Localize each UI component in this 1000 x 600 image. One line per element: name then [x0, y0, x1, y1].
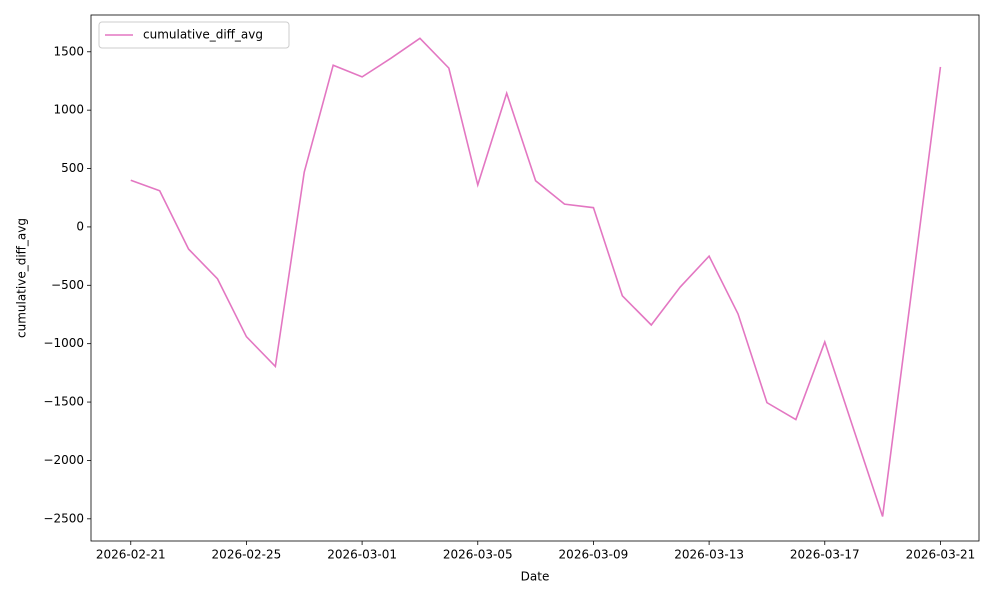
y-tick-label: −2500 — [43, 511, 84, 525]
y-tick-label: 1500 — [53, 44, 84, 58]
y-tick-label: 1000 — [53, 103, 84, 117]
x-tick-label: 2026-03-13 — [674, 548, 744, 562]
legend-box — [98, 21, 290, 49]
y-tick-label: −1500 — [43, 395, 84, 409]
plot-frame — [90, 14, 980, 542]
y-tick-label: 0 — [76, 219, 84, 233]
x-tick-label: 2026-03-21 — [906, 548, 976, 562]
x-tick-label: 2026-03-01 — [327, 548, 397, 562]
legend-label: cumulative_diff_avg — [143, 28, 263, 42]
line — [130, 37, 942, 517]
y-tick-label: 500 — [61, 161, 84, 175]
x-tick-label: 2026-03-17 — [790, 548, 860, 562]
x-tick-label: 2026-02-25 — [212, 548, 282, 562]
x-tick-label: 2026-03-09 — [559, 548, 629, 562]
x-axis-label: Date — [521, 570, 550, 584]
y-tick-label: −2000 — [43, 453, 84, 467]
y-tick-label: −500 — [51, 278, 84, 292]
x-tick-label: 2026-02-21 — [96, 548, 166, 562]
y-axis-label: cumulative_diff_avg — [15, 218, 29, 338]
x-tick-label: 2026-03-05 — [443, 548, 513, 562]
y-tick-label: −1000 — [43, 336, 84, 350]
